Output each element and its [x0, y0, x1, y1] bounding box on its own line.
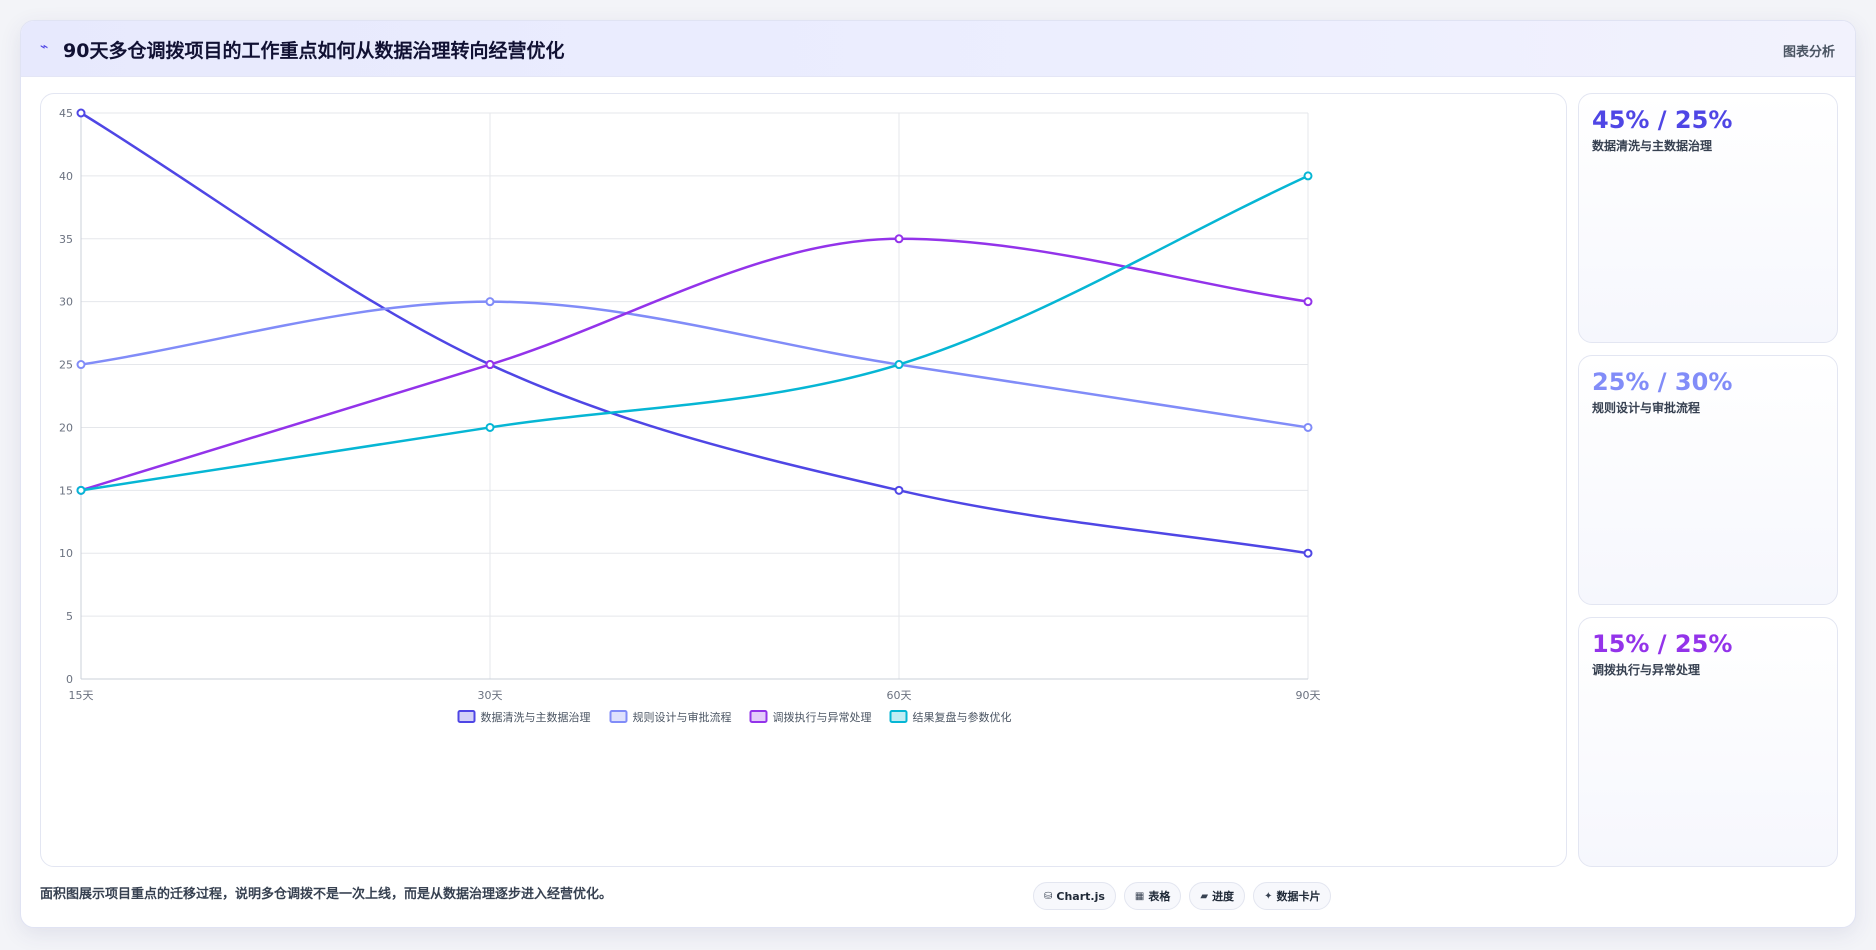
data-point [894, 360, 904, 370]
series-line [80, 111, 1309, 555]
data-point [1303, 548, 1313, 558]
folder-icon: ▰ [1200, 890, 1209, 902]
chart-legend: 数据清洗与主数据治理 规则设计与审批流程 调拨执行与异常处理 结果复盘与参数优化 [457, 710, 1012, 724]
x-tick-label: 15天 [69, 689, 94, 702]
data-point [485, 297, 495, 307]
legend-swatch [889, 710, 908, 723]
series-line [80, 300, 1309, 429]
legend-item: 数据清洗与主数据治理 [457, 710, 591, 724]
data-point [1303, 422, 1313, 432]
data-point [485, 360, 495, 370]
grid-lines [80, 112, 1309, 680]
stat-value: 45% / 25% [1592, 106, 1733, 134]
chart-panel: 0 5 10 15 20 25 30 35 40 45 15天 30天 60天 90天数据清洗与主数据治理… [40, 93, 1567, 867]
chart-description: 面积图展示项目重点的迁移过程，说明多仓调拨不是一次上线，而是从数据治理逐步进入经… [40, 887, 613, 902]
stat-value: 15% / 25% [1592, 630, 1733, 658]
x-tick-label: 30天 [478, 689, 503, 702]
data-point [1303, 171, 1313, 181]
chip-label: 进度 [1212, 890, 1235, 903]
data-point [485, 422, 495, 432]
legend-label: 调拨执行与异常处理 [773, 710, 872, 724]
stat-card-2: 25% / 30% 规则设计与审批流程 [1578, 355, 1838, 605]
chart-card: ⌁ 90天多仓调拨项目的工作重点如何从数据治理转向经营优化 图表分析 0 5 10 1… [20, 20, 1856, 928]
series-1 [76, 108, 1313, 558]
table-icon: ▦ [1134, 890, 1145, 902]
y-tick-label: 35 [59, 233, 73, 246]
code-icon: ⛁ [1044, 890, 1053, 902]
data-point [894, 234, 904, 244]
chip-label: Chart.js [1056, 889, 1105, 903]
sparkle-icon: ✦ [1264, 890, 1273, 902]
y-tick-label: 0 [66, 673, 73, 686]
y-tick-label: 25 [59, 359, 73, 372]
legend-swatch [609, 710, 628, 723]
data-point [76, 485, 86, 495]
series-line [80, 174, 1309, 492]
stat-value: 25% / 30% [1592, 368, 1733, 396]
stat-label: 数据清洗与主数据治理 [1592, 139, 1713, 153]
series-4 [76, 171, 1313, 495]
line-chart: 0 5 10 15 20 25 30 35 40 45 15天 30天 60天 90天数据清洗与主数据治理… [59, 107, 1321, 724]
stat-label: 规则设计与审批流程 [1592, 401, 1701, 415]
chip-label: 数据卡片 [1276, 890, 1321, 903]
legend-item: 调拨执行与异常处理 [749, 710, 872, 724]
page-title: 90天多仓调拨项目的工作重点如何从数据治理转向经营优化 [63, 40, 565, 62]
stat-card-3: 15% / 25% 调拨执行与异常处理 [1578, 617, 1838, 867]
tool-chips: ⛁ Chart.js ▦ 表格 ▰ 进度 ✦ 数据卡片 [1033, 882, 1332, 910]
data-point [76, 360, 86, 370]
y-tick-label: 5 [66, 610, 73, 623]
chart-analysis-tag[interactable]: 图表分析 [1782, 45, 1835, 60]
y-tick-label: 20 [59, 421, 73, 434]
chip-progress[interactable]: ▰ 进度 [1189, 882, 1246, 910]
legend-swatch [749, 710, 768, 723]
chip-data-cards[interactable]: ✦ 数据卡片 [1253, 882, 1332, 910]
legend-item: 规则设计与审批流程 [609, 710, 732, 724]
y-tick-label: 45 [59, 107, 73, 120]
chart-line-icon: ⌁ [40, 39, 49, 55]
chip-chartjs[interactable]: ⛁ Chart.js [1033, 882, 1116, 910]
legend-swatch [457, 710, 476, 723]
card-header: ⌁ 90天多仓调拨项目的工作重点如何从数据治理转向经营优化 图表分析 [21, 21, 1855, 77]
legend-label: 规则设计与审批流程 [633, 710, 732, 724]
x-tick-label: 60天 [887, 689, 912, 702]
stat-label: 调拨执行与异常处理 [1592, 663, 1701, 677]
y-tick-label: 30 [59, 296, 73, 309]
legend-label: 数据清洗与主数据治理 [481, 710, 591, 724]
series-line [80, 237, 1309, 492]
stat-card-1: 45% / 25% 数据清洗与主数据治理 [1578, 93, 1838, 343]
data-point [76, 108, 86, 118]
y-tick-label: 40 [59, 170, 73, 183]
data-point [1303, 297, 1313, 307]
chip-table[interactable]: ▦ 表格 [1123, 882, 1182, 910]
legend-label: 结果复盘与参数优化 [913, 710, 1012, 724]
y-tick-label: 10 [59, 547, 73, 560]
chip-label: 表格 [1148, 890, 1171, 903]
x-tick-label: 90天 [1296, 689, 1321, 702]
y-tick-label: 15 [59, 484, 73, 497]
legend-item: 结果复盘与参数优化 [889, 710, 1012, 724]
data-point [894, 485, 904, 495]
